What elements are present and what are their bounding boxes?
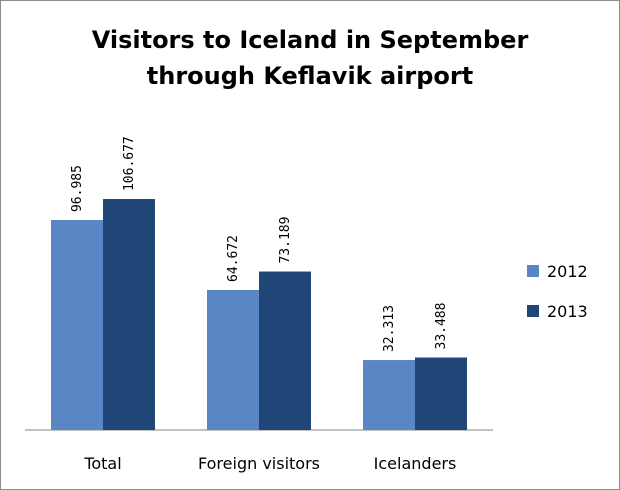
x-tick-labels-layer: Total Foreign visitors Icelanders: [83, 454, 456, 473]
legend-swatch-2012: [527, 265, 539, 277]
bar-2012-2: [363, 360, 415, 430]
x-tick-label-2: Icelanders: [374, 454, 457, 473]
x-tick-label-0: Total: [83, 454, 121, 473]
bar-2013-0: [103, 199, 155, 430]
x-tick-label-1: Foreign visitors: [198, 454, 320, 473]
data-label-2013-1: 73.189: [278, 217, 293, 264]
chart-title: Visitors to Iceland in September through…: [0, 22, 620, 94]
data-label-2013-2: 33.488: [434, 303, 449, 350]
data-label-2013-0: 106.677: [122, 136, 137, 191]
legend-label-2012: 2012: [547, 262, 588, 281]
data-labels-layer: 96.985 106.677 64.672 73.189 32.313 33.488: [70, 136, 449, 352]
bar-2012-0: [51, 220, 103, 430]
bar-2013-1: [259, 271, 311, 430]
legend: 2012 2013: [527, 262, 588, 321]
legend-swatch-2013: [527, 305, 539, 317]
bars-layer: [51, 199, 467, 430]
data-label-2012-1: 64.672: [226, 235, 241, 282]
bar-2013-2: [415, 357, 467, 430]
chart-title-line2: through Keflavik airport: [146, 62, 474, 90]
data-label-2012-0: 96.985: [70, 165, 85, 212]
bar-2012-1: [207, 289, 259, 430]
legend-label-2013: 2013: [547, 302, 588, 321]
chart-title-line1: Visitors to Iceland in September: [91, 26, 529, 54]
data-label-2012-2: 32.313: [382, 305, 397, 352]
